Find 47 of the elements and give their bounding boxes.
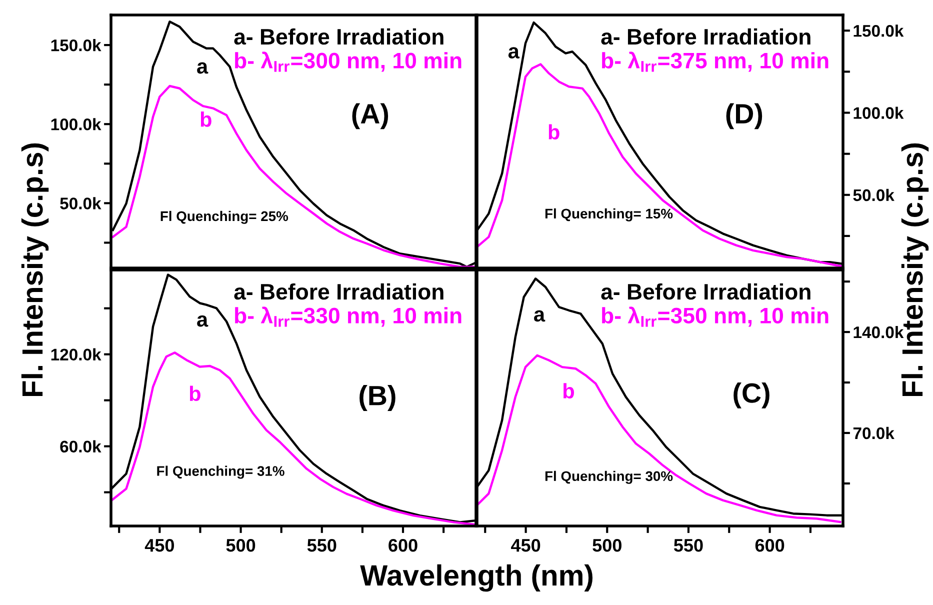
series-label: a- Before Irradiation [601,283,810,300]
text: b- λ$_{Irr}$=330 nm, 10 min [235,306,462,327]
annotation: Fl Quenching= 25% [160,210,288,224]
x-tick-label: 600 [755,538,784,552]
y-tick-label: 120.0k [51,348,102,361]
annotation: a [197,62,208,74]
line-series [112,84,475,268]
series-label: a- Before Irradiation [234,28,444,45]
text: (B) [360,385,396,411]
series-label: a- Before Irradiation [601,28,810,45]
series-label: b- λ$_{Irr}$=300 nm, 10 min [235,52,462,72]
annotation: b [190,386,200,402]
y-tick-label: 100.0k [51,118,102,130]
y-tick-label: 140.0k [854,326,904,338]
x-tick-label: 450 [144,538,174,552]
x-tick-label: 500 [226,538,256,552]
y-axis-title: Fl. Intensity (c.p.s) [21,143,49,396]
y-axis-title: Fl. Intensity (c.p.s) [901,143,929,396]
series-label: b- λ$_{Irr}$=375 nm, 10 min [602,52,828,72]
annotation: b [200,112,212,127]
annotation: a [508,47,520,59]
x-tick-label: 550 [307,538,336,552]
y-tick-label: 50.0k [853,188,894,202]
y-tick-label: 100.0k [854,106,904,119]
text: (A) [352,103,388,130]
text: b- λ$_{Irr}$=350 nm, 10 min [602,306,828,327]
x-tick-label: 450 [511,538,540,552]
annotation: Fl Quenching= 30% [545,470,673,484]
annotation: a [197,315,208,327]
x-tick-label: 500 [592,538,622,552]
annotation: b [548,124,560,140]
y-tick-label: 150.0k [854,24,904,37]
y-tick-label: 150.0k [51,39,102,52]
annotation: b [564,383,574,398]
x-tick-label: 600 [388,538,418,552]
line-series [477,354,842,524]
x-axis-title: Wavelength (nm) [360,564,592,592]
annotation: Fl Quenching= 15% [545,208,673,222]
text: (C) [734,382,770,408]
text: (D) [726,103,762,130]
x-tick-label: 550 [674,538,703,552]
y-tick-label: 70.0k [853,426,894,440]
series-label: a- Before Irradiation [234,283,444,300]
annotation: a [534,310,546,322]
y-tick-label: 50.0k [60,197,102,210]
y-tick-label: 60.0k [60,440,102,452]
annotation: Fl Quenching= 31% [157,466,284,479]
